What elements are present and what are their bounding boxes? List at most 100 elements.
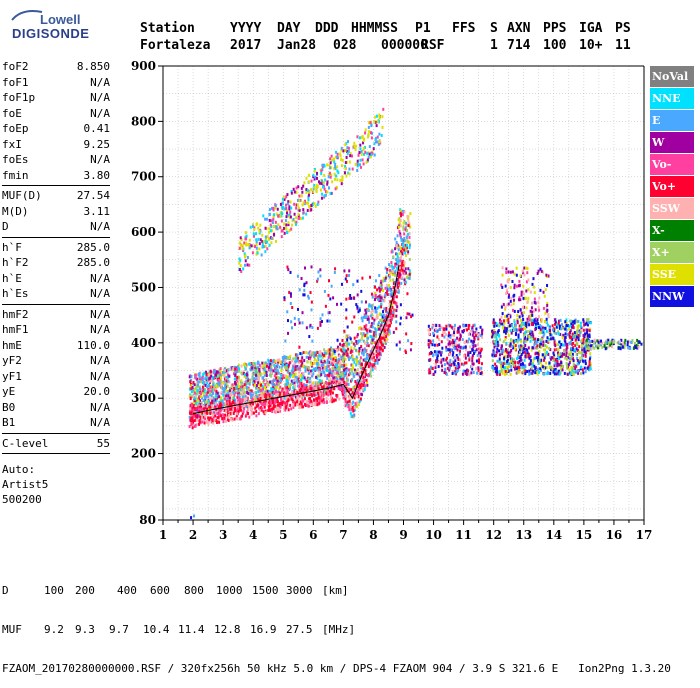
echo-point [321, 193, 323, 196]
echo-point [239, 398, 241, 401]
echo-point [402, 243, 404, 246]
echo-point [275, 410, 277, 413]
echo-point [217, 392, 219, 395]
echo-point [329, 172, 331, 175]
echo-point [209, 412, 211, 415]
echo-point [402, 210, 404, 213]
echo-point [343, 364, 345, 367]
echo-point [261, 362, 263, 365]
echo-point [357, 160, 359, 163]
echo-point [195, 387, 197, 390]
echo-point [332, 391, 334, 394]
echo-point [432, 339, 434, 342]
echo-point [367, 135, 369, 138]
echo-point [227, 394, 229, 397]
echo-point [356, 372, 358, 375]
echo-point [404, 239, 406, 242]
echo-point [264, 250, 266, 253]
echo-point [216, 421, 218, 424]
echo-point [325, 305, 327, 308]
echo-point [386, 340, 388, 343]
echo-point [348, 368, 350, 371]
echo-point [459, 325, 461, 328]
echo-point [320, 189, 322, 192]
echo-point [249, 392, 251, 395]
echo-point [370, 311, 372, 314]
echo-point [275, 376, 277, 379]
echo-point [330, 392, 332, 395]
echo-point [357, 392, 359, 395]
echo-point [364, 325, 366, 328]
echo-point [584, 360, 586, 363]
echo-point [206, 385, 208, 388]
echo-point [349, 372, 351, 375]
echo-point [317, 270, 319, 273]
echo-point [436, 336, 438, 339]
echo-point [247, 412, 249, 415]
echo-point [402, 269, 404, 272]
y-tick-label: 600 [131, 225, 156, 239]
echo-point [262, 387, 264, 390]
echo-point [308, 174, 310, 177]
echo-point [319, 380, 321, 383]
echo-point [345, 277, 347, 280]
echo-point [220, 383, 222, 386]
echo-point [246, 386, 248, 389]
echo-point [290, 207, 292, 210]
echo-point [282, 206, 284, 209]
echo-point [307, 361, 309, 364]
echo-point [348, 408, 350, 411]
echo-point [304, 376, 306, 379]
echo-point [236, 368, 238, 371]
echo-point [298, 346, 300, 349]
echo-point [444, 331, 446, 334]
echo-point [355, 148, 357, 151]
echo-point [342, 396, 344, 399]
echo-point [434, 344, 436, 347]
echo-point [229, 393, 231, 396]
echo-point [307, 295, 309, 298]
echo-point [349, 172, 351, 175]
echo-point [347, 140, 349, 143]
echo-point [578, 345, 580, 348]
echo-point [352, 168, 354, 171]
y-tick-label: 500 [131, 280, 156, 294]
echo-point [399, 234, 401, 237]
echo-point [244, 373, 246, 376]
echo-point [288, 291, 290, 294]
echo-point [298, 318, 300, 321]
echo-point [389, 269, 391, 272]
echo-point [263, 240, 265, 243]
echo-point [399, 212, 401, 215]
echo-point [329, 348, 331, 351]
echo-point [363, 162, 365, 165]
echo-point [356, 356, 358, 359]
echo-point [348, 405, 350, 408]
echo-point [214, 374, 216, 377]
echo-point [327, 359, 329, 362]
echo-point [260, 389, 262, 392]
echo-point [436, 357, 438, 360]
echo-point [246, 373, 248, 376]
x-tick-label: 6 [309, 528, 317, 542]
echo-point [508, 362, 510, 365]
echo-point [258, 247, 260, 250]
echo-point [435, 324, 437, 327]
echo-point [336, 303, 338, 306]
echo-point [214, 414, 216, 417]
x-tick-label: 10 [425, 528, 442, 542]
echo-point [385, 335, 387, 338]
echo-point [319, 274, 321, 277]
echo-point [245, 364, 247, 367]
echo-point [218, 421, 220, 424]
echo-point [369, 145, 371, 148]
echo-point [254, 407, 256, 410]
echo-point [331, 362, 333, 365]
echo-point [346, 338, 348, 341]
echo-point [220, 396, 222, 399]
echo-point [329, 311, 331, 314]
echo-point [332, 352, 334, 355]
echo-point [358, 350, 360, 353]
echo-point [253, 228, 255, 231]
echo-point [283, 196, 285, 199]
